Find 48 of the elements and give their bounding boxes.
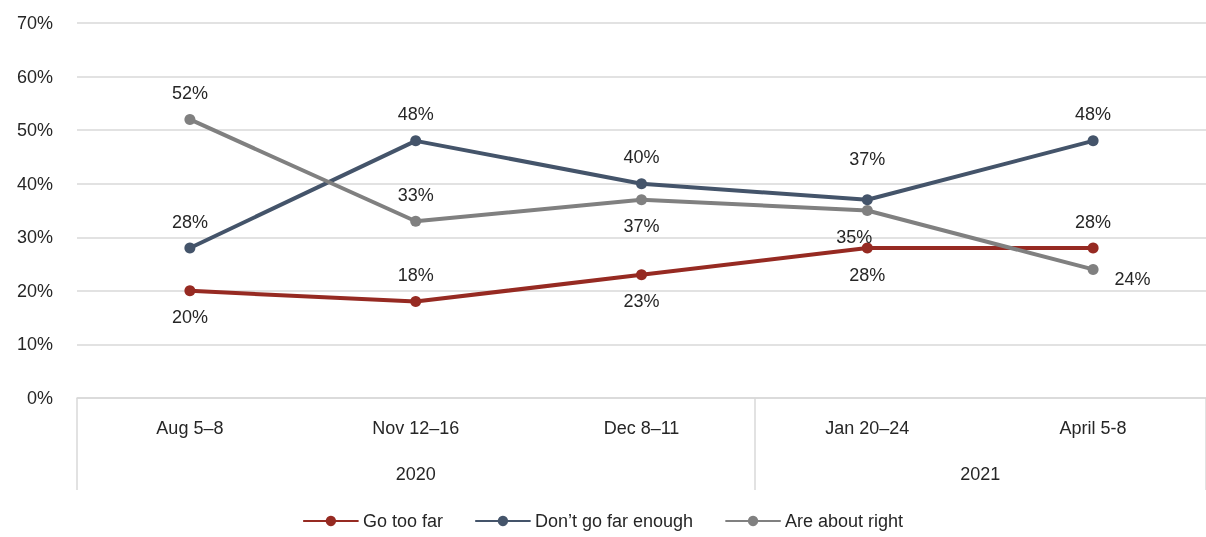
y-tick-label: 20%: [16, 280, 53, 301]
data-label: 35%: [836, 227, 873, 247]
y-tick-label: 10%: [16, 334, 53, 355]
text: 2021: [960, 464, 1001, 484]
data-label: 28%: [849, 264, 886, 285]
legend-label: Go too far: [362, 511, 443, 531]
y-tick-label: 0%: [26, 388, 53, 408]
point: [410, 296, 422, 308]
point: [184, 113, 196, 125]
point: [636, 178, 647, 190]
data-label: 37%: [623, 216, 660, 237]
point: [861, 194, 873, 206]
point: [1087, 242, 1099, 254]
text: 2020: [395, 464, 436, 484]
data-label: 37%: [849, 149, 886, 170]
x-tick-label: April 5-8: [1059, 418, 1127, 438]
y-tick-label: 60%: [16, 66, 53, 87]
point: [184, 242, 196, 254]
data-label: 33%: [397, 184, 434, 205]
data-label: 20%: [171, 307, 208, 328]
point: [410, 215, 422, 227]
point: [1087, 135, 1099, 147]
x-tick-label: Aug 5–8: [156, 418, 224, 438]
point: [410, 135, 422, 147]
data-label: 18%: [397, 265, 434, 286]
data-label: 48%: [1075, 104, 1112, 125]
point: [1087, 263, 1099, 275]
y-tick-label: 50%: [16, 120, 53, 141]
y-tick-label: 70%: [16, 13, 53, 33]
data-label: 23%: [623, 291, 660, 312]
data-label: 48%: [397, 104, 434, 125]
x-tick-label: Dec 8–11: [603, 418, 680, 438]
point: [184, 285, 196, 297]
point: [861, 242, 873, 254]
x-tick-label: Nov 12–16: [372, 418, 460, 438]
x-tick-label: Jan 20–24: [825, 418, 910, 438]
y-tick-label: 40%: [16, 173, 53, 194]
data-label: 24%: [1114, 269, 1151, 290]
data-label: 28%: [171, 211, 208, 232]
data-label: 28%: [1075, 211, 1112, 232]
point: [636, 269, 647, 281]
y-tick-label: 30%: [16, 227, 53, 248]
legend-label: Are about right: [785, 511, 904, 531]
data-label: 52%: [171, 82, 208, 103]
point: [861, 205, 873, 216]
point: [636, 194, 647, 206]
legend-label: Don’t go far enough: [534, 511, 694, 531]
data-label: 40%: [623, 147, 660, 168]
